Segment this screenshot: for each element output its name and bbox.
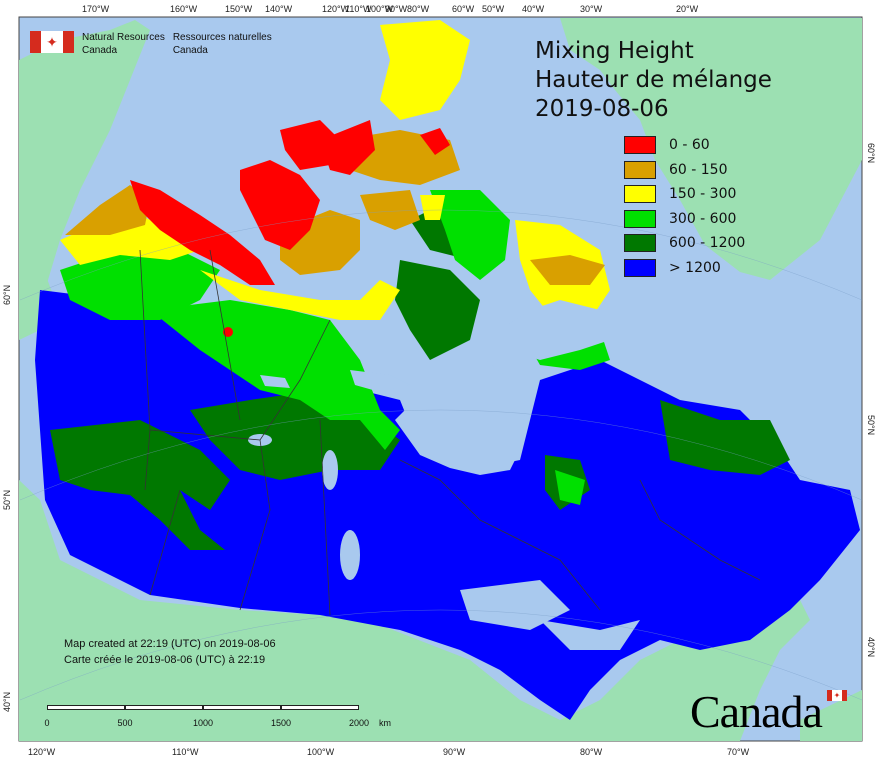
- tick-top-3: 140°W: [265, 4, 293, 14]
- legend-swatch: [624, 234, 656, 253]
- canada-zone-over-1200: [35, 290, 860, 720]
- tick-bottom-0: 120°W: [28, 747, 56, 757]
- tick-bottom-5: 70°W: [727, 747, 750, 757]
- nrcan-signature: ✦ Natural Resources Canada Ressources na…: [30, 31, 272, 57]
- tick-top-9: 60°W: [452, 4, 475, 14]
- title-en: Mixing Height: [535, 38, 694, 64]
- legend-swatch: [624, 185, 656, 204]
- scale-seg: [47, 705, 125, 710]
- tick-top-5: 110°W: [345, 4, 372, 14]
- legend-swatch: [624, 209, 656, 228]
- scale-label: 1500: [270, 718, 292, 728]
- hudson-bay: [395, 355, 525, 475]
- canada-flag-icon: ✦: [30, 31, 74, 53]
- legend-item: 0 - 60: [624, 133, 745, 158]
- map-title: Mixing Height Hauteur de mélange 2019-08…: [535, 37, 772, 124]
- org-name-fr: Ressources naturelles Canada: [173, 31, 272, 57]
- org-name-en-line2: Canada: [82, 45, 118, 56]
- tick-left-1: 50°N: [2, 489, 12, 510]
- org-name-fr-line1: Ressources naturelles: [172, 32, 272, 43]
- canada-wordmark: Canada: [690, 686, 823, 737]
- scale-seg: [281, 705, 359, 710]
- tick-right-0: 60°N: [866, 143, 876, 164]
- legend-item: > 1200: [624, 256, 745, 281]
- scale-bar: 0 500 1000 1500 2000 km: [44, 705, 391, 735]
- credit-fr: Carte créée le 2019-08-06 (UTC) à 22:19: [64, 654, 266, 666]
- legend-label: 60 - 150: [669, 161, 728, 178]
- map-credits: Map created at 22:19 (UTC) on 2019-08-06…: [64, 636, 276, 668]
- tick-bottom-2: 100°W: [307, 747, 335, 757]
- tick-top-4: 120°W: [322, 4, 350, 14]
- scale-label: 500: [117, 718, 133, 728]
- tick-right-1: 50°N: [866, 415, 876, 436]
- tick-left-0: 60°N: [2, 284, 12, 305]
- legend-item: 150 - 300: [624, 182, 745, 207]
- province-borders: [139, 249, 761, 616]
- tick-top-7: 90°W: [385, 4, 408, 14]
- org-name-en-line1: Natural Resources: [82, 32, 165, 43]
- legend-item: 300 - 600: [624, 207, 745, 232]
- scale-label: 2000: [348, 718, 370, 728]
- legend-item: 600 - 1200: [624, 231, 745, 256]
- tick-top-12: 30°W: [580, 4, 603, 14]
- scale-unit: km: [379, 718, 391, 728]
- tick-left-2: 40°N: [2, 691, 12, 712]
- tick-top-1: 160°W: [170, 4, 198, 14]
- legend-swatch: [624, 136, 656, 155]
- tick-top-13: 20°W: [676, 4, 699, 14]
- tick-bottom-4: 80°W: [580, 747, 603, 757]
- canada-zone-0-60: [130, 120, 450, 337]
- org-name-en: Natural Resources Canada: [82, 31, 165, 57]
- tick-top-8: 80°W: [407, 4, 430, 14]
- scale-label: 1000: [192, 718, 214, 728]
- tick-top-0: 170°W: [82, 4, 110, 14]
- legend-item: 60 - 150: [624, 158, 745, 183]
- hudson-strait: [500, 300, 610, 360]
- surrounding-land: [19, 18, 862, 741]
- legend: 0 - 60 60 - 150 150 - 300 300 - 600 600 …: [624, 133, 745, 280]
- legend-swatch: [624, 258, 656, 277]
- scale-seg: [203, 705, 281, 710]
- tick-top-6: 100°W: [366, 4, 394, 14]
- title-date: 2019-08-06: [535, 96, 669, 122]
- legend-swatch: [624, 160, 656, 179]
- tick-top-2: 150°W: [225, 4, 253, 14]
- wordmark-flag-icon: ✦: [827, 690, 847, 701]
- tick-top-11: 40°W: [522, 4, 545, 14]
- lakes: [248, 370, 640, 650]
- scale-label: 0: [44, 718, 50, 728]
- tick-top-10: 50°W: [482, 4, 505, 14]
- org-name-fr-line2: Canada: [172, 45, 208, 56]
- tick-bottom-3: 90°W: [443, 747, 466, 757]
- legend-label: 300 - 600: [669, 210, 737, 227]
- credit-en: Map created at 22:19 (UTC) on 2019-08-06: [64, 638, 276, 650]
- legend-label: 150 - 300: [669, 186, 737, 203]
- scale-seg: [125, 705, 203, 710]
- graticule-lines: [19, 209, 863, 701]
- legend-label: > 1200: [669, 259, 721, 276]
- title-fr: Hauteur de mélange: [535, 67, 772, 93]
- tick-right-2: 40°N: [866, 637, 876, 658]
- tick-bottom-1: 110°W: [172, 747, 199, 757]
- legend-label: 600 - 1200: [669, 235, 746, 252]
- legend-label: 0 - 60: [669, 137, 710, 154]
